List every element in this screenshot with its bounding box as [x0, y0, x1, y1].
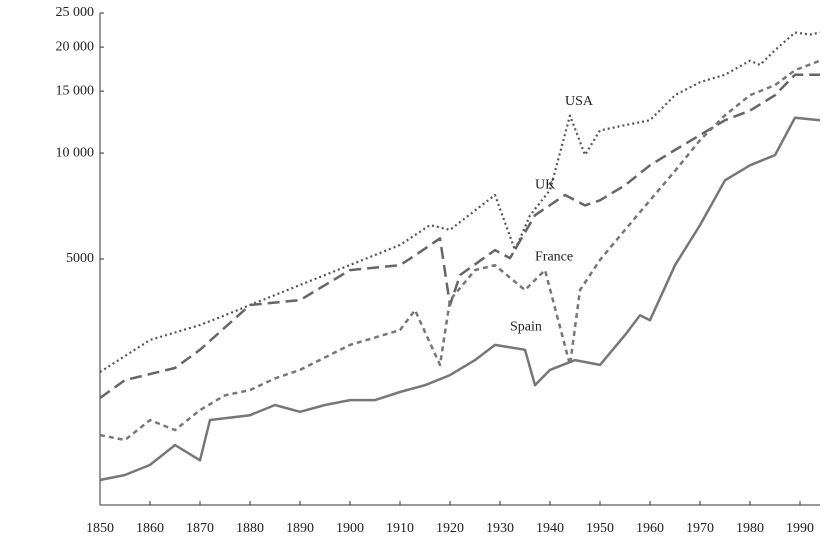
y-tick-label: 5000	[66, 251, 94, 266]
x-tick-label: 1990	[786, 521, 814, 536]
series-label: Spain	[510, 319, 542, 334]
x-tick-label: 1980	[736, 521, 764, 536]
y-tick-label: 20 000	[56, 39, 95, 54]
x-tick-label: 1970	[686, 521, 714, 536]
x-tick-label: 1870	[186, 521, 214, 536]
x-tick-label: 1890	[286, 521, 314, 536]
series-label: UK	[535, 177, 555, 192]
x-tick-label: 1850	[86, 521, 114, 536]
x-tick-label: 1880	[236, 521, 264, 536]
x-tick-label: 1920	[436, 521, 464, 536]
x-tick-label: 1960	[636, 521, 664, 536]
y-tick-label: 25 000	[56, 5, 95, 20]
x-tick-label: 1900	[336, 521, 364, 536]
line-series	[99, 59, 821, 442]
line-series	[99, 31, 821, 373]
x-tick-label: 1940	[536, 521, 564, 536]
x-tick-label: 1860	[136, 521, 164, 536]
y-tick-label: 15 000	[56, 83, 95, 98]
series-label: USA	[565, 94, 594, 109]
series-label: France	[535, 250, 573, 265]
x-tick-label: 1910	[386, 521, 414, 536]
x-tick-label: 1950	[586, 521, 614, 536]
line-series	[99, 73, 820, 400]
line-series	[99, 116, 821, 482]
y-tick-label: 10 000	[56, 145, 95, 160]
x-tick-label: 1930	[486, 521, 514, 536]
